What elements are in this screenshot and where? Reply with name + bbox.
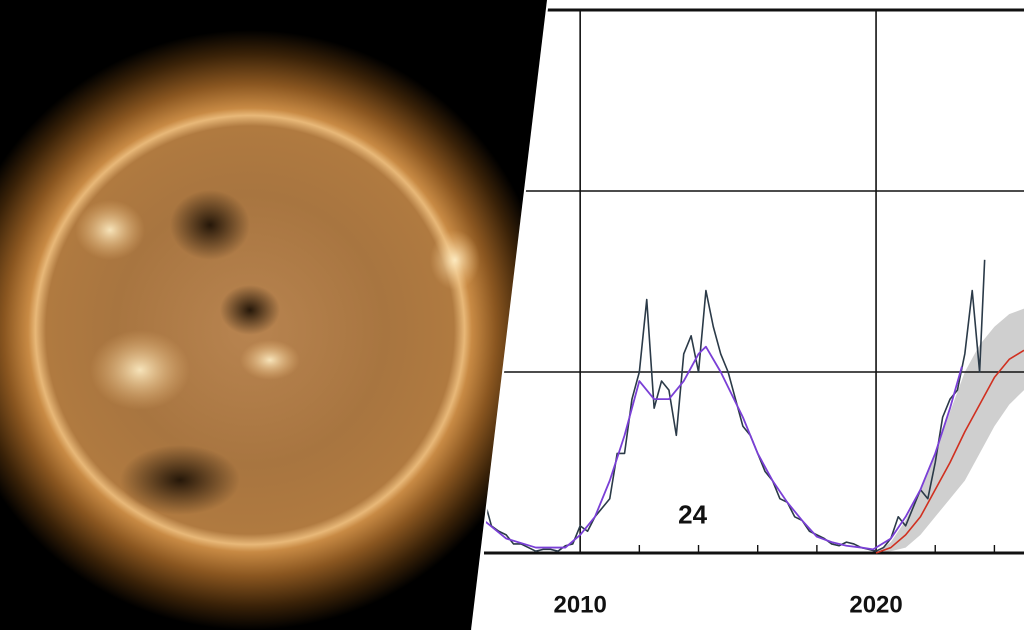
annotation: 24 bbox=[678, 500, 707, 530]
chart: 2010 2020 24 bbox=[483, 8, 1024, 618]
sun-photo bbox=[0, 0, 548, 630]
coronal-hole bbox=[120, 445, 240, 515]
series-line bbox=[875, 349, 1024, 554]
active-region bbox=[90, 330, 190, 410]
active-region bbox=[240, 340, 300, 380]
series-line bbox=[483, 345, 963, 551]
active-region bbox=[75, 200, 145, 260]
coronal-hole bbox=[170, 190, 250, 260]
x-tick-label: 2010 bbox=[553, 591, 606, 618]
divider bbox=[471, 0, 549, 630]
coronal-hole bbox=[220, 285, 280, 335]
x-tick-label: 2020 bbox=[849, 591, 902, 618]
active-region bbox=[430, 230, 480, 290]
prediction-band bbox=[876, 308, 1024, 553]
